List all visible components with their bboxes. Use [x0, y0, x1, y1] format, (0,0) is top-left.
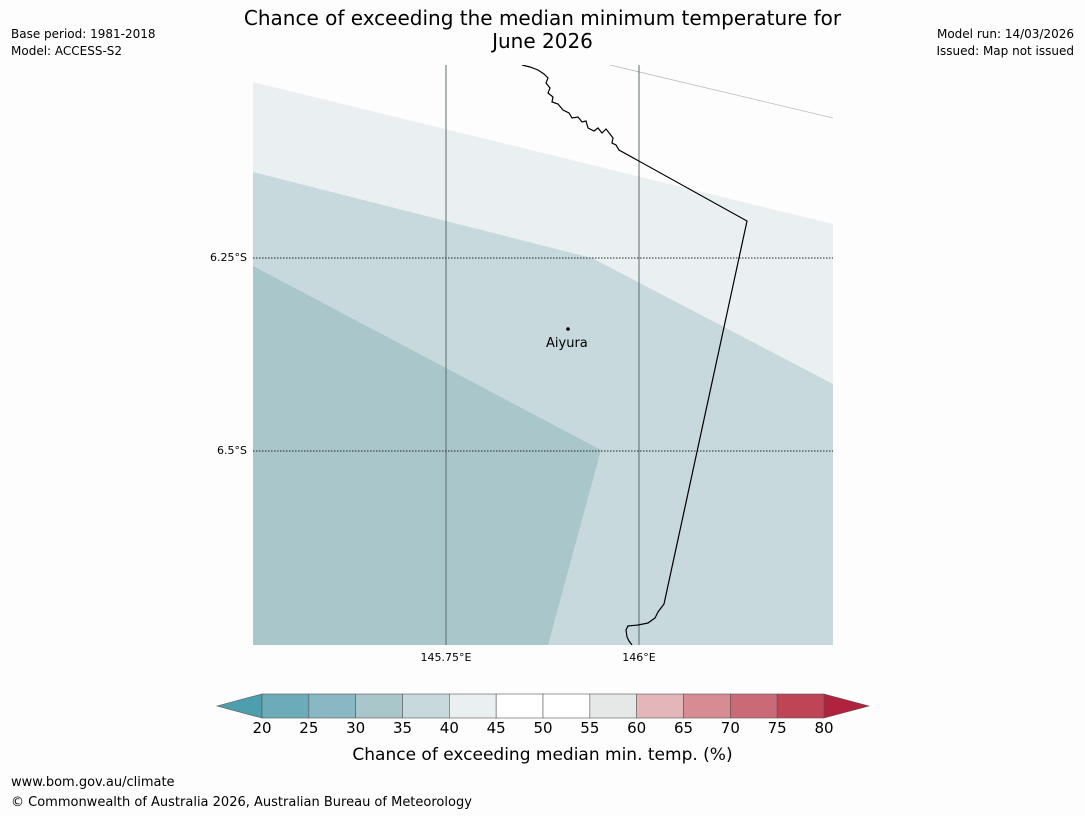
colorbar-segment: [636, 693, 684, 719]
title-line-2: June 2026: [492, 29, 593, 53]
colorbar-segment: [542, 693, 591, 719]
colorbar: [215, 693, 871, 719]
colorbar-segment: [730, 693, 778, 719]
colorbar-tick-label: 45: [486, 719, 506, 737]
colorbar-tick-label: 70: [720, 719, 740, 737]
colorbar-tick-label: 40: [439, 719, 459, 737]
coastline-border: [521, 65, 748, 645]
title-line-1: Chance of exceeding the median minimum t…: [243, 6, 842, 30]
map-title: Chance of exceeding the median minimum t…: [200, 7, 885, 53]
colorbar-segment: [355, 693, 403, 719]
colorbar-tick-label: 75: [767, 719, 787, 737]
footer-url: www.bom.gov.au/climate: [11, 775, 175, 790]
footer-copyright: © Commonwealth of Australia 2026, Austra…: [11, 795, 472, 810]
colorbar-tick-label: 55: [580, 719, 600, 737]
base-period: Base period: 1981-2018: [11, 27, 156, 41]
colorbar-below-arrow: [215, 693, 263, 719]
colorbar-above-arrow: [823, 693, 871, 719]
lon-label-146: 146°E: [622, 651, 656, 664]
lat-label-6-25: 6.25°S: [210, 251, 247, 264]
colorbar-tick-label: 25: [299, 719, 319, 737]
meta-right: Model run: 14/03/2026 Issued: Map not is…: [936, 26, 1074, 60]
model-name: Model: ACCESS-S2: [11, 44, 123, 58]
colorbar-segment: [589, 693, 637, 719]
colorbar-segment: [261, 693, 310, 719]
zone-30-35: [253, 266, 601, 645]
lon-label-145-75: 145.75°E: [420, 651, 472, 664]
colorbar-tick-label: 20: [252, 719, 272, 737]
meta-left: Base period: 1981-2018 Model: ACCESS-S2: [11, 26, 156, 60]
colorbar-label: Chance of exceeding median min. temp. (%…: [352, 745, 733, 765]
colorbar-tick-label: 65: [673, 719, 694, 737]
colorbar-tick-label: 60: [627, 719, 647, 737]
colorbar-segment: [402, 693, 450, 719]
colorbar-tick-label: 35: [392, 719, 413, 737]
colorbar-tick-label: 50: [533, 719, 553, 737]
colorbar-segment: [683, 693, 731, 719]
colorbar-tick-label: 30: [346, 719, 366, 737]
colorbar-segment: [495, 693, 544, 719]
aiyura-marker: [566, 327, 570, 331]
map-area: [253, 65, 833, 645]
colorbar-segment: [449, 693, 497, 719]
colorbar-segment: [776, 693, 825, 719]
place-label-aiyura: Aiyura: [546, 336, 588, 351]
faint-contour-line: [609, 65, 833, 119]
colorbar-tick-label: 80: [814, 719, 834, 737]
issued-status: Issued: Map not issued: [936, 44, 1074, 58]
colorbar-segments: [261, 693, 825, 719]
lat-label-6-5: 6.5°S: [217, 444, 247, 457]
colorbar-segment: [308, 693, 356, 719]
model-run: Model run: 14/03/2026: [936, 27, 1074, 41]
